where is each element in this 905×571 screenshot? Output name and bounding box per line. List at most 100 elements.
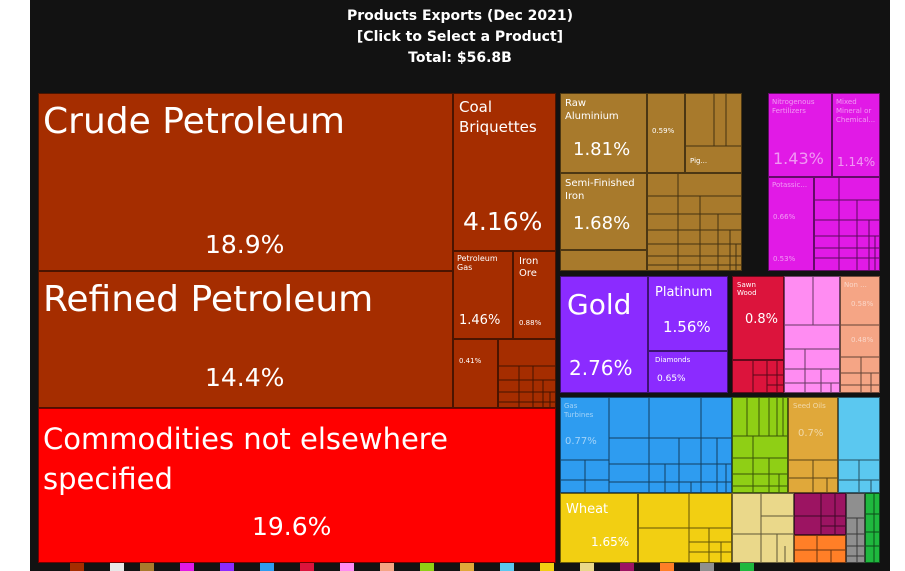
tile-metals-rest[interactable] [647,173,742,271]
legend-swatch-animal2[interactable] [620,563,634,571]
legend-swatch-green[interactable] [740,563,754,571]
tile-pig-iron[interactable]: Pig... [685,93,742,173]
semi-label-1: Semi-Finished [565,178,635,189]
tile-orange-group[interactable] [794,535,846,563]
category-legend [70,563,790,571]
select-product-link[interactable]: [Click to Select a Product] [356,29,564,45]
mixed-label-3: Chemical... [836,116,876,124]
commodities-label-1: Commodities not elsewhere [43,422,448,456]
paper-grid [733,494,793,562]
salmon-048-share: 0.48% [851,336,874,344]
tile-raw-aluminium[interactable]: Raw Aluminium 1.81% [560,93,647,173]
gray-grid [847,517,864,562]
tile-platinum[interactable]: Platinum 1.56% [648,276,728,351]
sawn-share: 0.8% [745,312,779,327]
tile-pink-group[interactable] [784,276,840,393]
metals-rest-grid [648,174,741,270]
pgas-label-2: Gas [457,263,473,272]
sawn-label-2: Wood [737,289,757,297]
legend-swatch-gray[interactable] [700,563,714,571]
legend-swatch-wood[interactable] [300,563,314,571]
tile-potassic[interactable]: Potassic... 0.66% 0.53% [768,177,814,271]
tile-seed-oils[interactable]: Seed Oils 0.7% [788,397,838,493]
potassic-label: Potassic... [772,181,808,189]
crude-petroleum-share: 18.9% [205,230,285,259]
non-label: Non ... [844,281,867,289]
tile-mixed-mineral[interactable]: Mixed Mineral or Chemical... 1.14% [832,93,880,177]
tile-petroleum-gas[interactable]: Petroleum Gas 1.46% [453,251,513,339]
tile-semi-finished-iron[interactable]: Semi-Finished Iron 1.68% [560,173,647,250]
tile-commodities[interactable]: Commodities not elsewhere specified 19.6… [38,408,556,563]
tile-gold[interactable]: Gold 2.76% [560,276,648,393]
tile-metals-small[interactable] [560,250,647,271]
seed-oils-share: 0.7% [798,428,824,439]
legend-swatch-orange[interactable] [660,563,674,571]
wheat-share: 1.65% [591,535,630,549]
tile-nitrogenous-fertilizers[interactable]: Nitrogenous Fertilizers 1.43% [768,93,832,177]
coal-label-1: Coal [459,98,493,116]
tile-wheat[interactable]: Wheat 1.65% [560,493,638,563]
legend-swatch-mineral[interactable] [70,563,84,571]
tile-diamonds[interactable]: Diamonds 0.65% [648,351,728,393]
tile-sawn-wood[interactable]: Sawn Wood 0.8% [732,276,784,360]
seed-oils-grid [789,459,837,492]
gold-share: 2.76% [569,356,633,380]
total-value: Total: $56.8B [408,50,512,66]
legend-swatch-veg[interactable] [420,563,434,571]
tile-gas-turbines[interactable]: Gas Turbines 0.77% [560,397,732,493]
tile-mineral-041[interactable]: 0.41% [453,339,498,408]
tile-coal-briquettes[interactable]: Coal Briquettes 4.16% [453,93,556,251]
tile-wood-rest[interactable] [732,360,784,393]
legend-swatch-metals[interactable] [140,563,154,571]
semi-label-2: Iron [565,191,585,202]
legend-swatch-machines[interactable] [260,563,274,571]
tile-mineral-small[interactable] [498,339,556,408]
tile-paper-group[interactable] [732,493,794,563]
chemicals-rest-grid [815,178,879,270]
coal-share: 4.16% [463,207,543,236]
tile-animal-group[interactable] [794,493,846,535]
tile-salmon-group[interactable]: Non ... 0.58% 0.48% [840,276,880,393]
vegetable-grid [733,398,787,492]
legend-swatch-paper[interactable] [580,563,594,571]
legend-swatch-salmon[interactable] [380,563,394,571]
mineral-041-share: 0.41% [459,357,482,365]
orange-grid [795,536,845,562]
alu-label-1: Raw [565,98,587,109]
tile-green-group[interactable] [865,493,880,563]
legend-swatch-pink[interactable] [340,563,354,571]
potassic-share: 0.66% [773,213,796,221]
legend-swatch-food[interactable] [540,563,554,571]
gas-turbines-label-1: Gas [564,402,578,410]
legend-swatch-chemicals[interactable] [180,563,194,571]
legend-swatch-cyan[interactable] [500,563,514,571]
tile-iron-ore[interactable]: Iron Ore 0.88% [513,251,556,339]
iron-label-2: Ore [519,268,537,279]
tile-metal-059[interactable]: 0.59% [647,93,685,173]
metal-059-share: 0.59% [652,127,675,135]
commodities-share: 19.6% [252,512,332,541]
tile-gray-group[interactable] [846,493,865,563]
tile-crude-petroleum[interactable]: Crude Petroleum 18.9% [38,93,453,271]
treemap: Crude Petroleum 18.9% Refined Petroleum … [30,88,890,563]
mixed-label-2: Mineral or [836,107,872,115]
sawn-label-1: Sawn [737,281,756,289]
legend-swatch-animal[interactable] [110,563,124,571]
tile-chemicals-rest[interactable] [814,177,880,271]
gas-turbines-label-2: Turbines [564,411,594,419]
chart-title: Products Exports (Dec 2021) [346,8,574,24]
green-grid [866,494,879,562]
gas-turbines-share: 0.77% [565,436,597,447]
legend-swatch-precious[interactable] [220,563,234,571]
tile-cyan-group[interactable] [838,397,880,493]
alu-label-2: Aluminium [565,111,619,122]
pgas-share: 1.46% [459,313,501,328]
commodities-label-2: specified [43,462,173,496]
tile-refined-petroleum[interactable]: Refined Petroleum 14.4% [38,271,453,408]
iron-share: 0.88% [519,319,542,327]
legend-swatch-oils[interactable] [460,563,474,571]
tile-vegetable-group[interactable] [732,397,788,493]
tile-food-rest[interactable] [638,493,732,563]
animal-grid [795,494,845,534]
coal-label-2: Briquettes [459,118,537,136]
